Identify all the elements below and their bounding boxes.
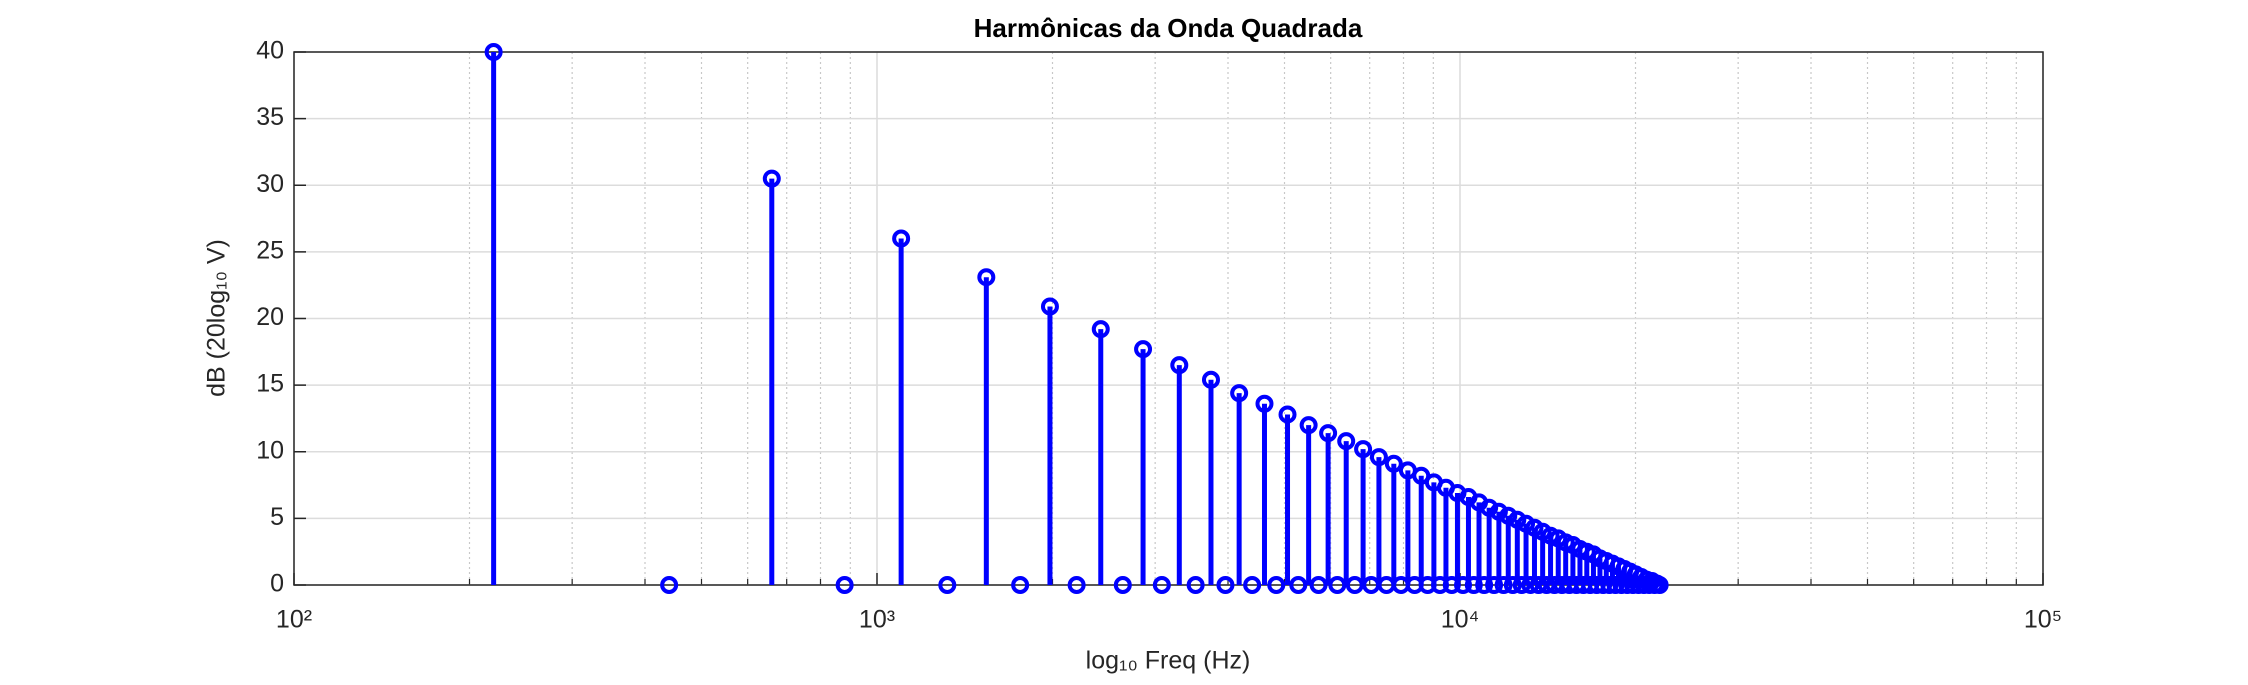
stem-marker (1480, 498, 1499, 517)
y-axis-label: dB (20log₁₀ V) (203, 239, 231, 397)
stem-marker (1489, 502, 1508, 521)
stem-marker (1091, 320, 1110, 339)
stem-marker (1354, 440, 1373, 459)
stem-marker (1319, 424, 1338, 443)
y-tick-label: 30 (256, 170, 284, 198)
stem-marker (660, 576, 679, 594)
stem-marker (977, 268, 996, 287)
stem-marker (1369, 448, 1388, 467)
y-tick-label: 10 (256, 436, 284, 464)
stem-marker (1216, 576, 1235, 594)
y-tick-label: 25 (256, 236, 284, 264)
stem-marker (1134, 340, 1153, 359)
x-tick-label: 10⁴ (1441, 606, 1480, 634)
x-tick-label: 10³ (859, 606, 895, 634)
stem-marker (938, 576, 957, 594)
x-axis-label: log₁₀ Freq (Hz) (1086, 647, 1251, 675)
stem-marker (1267, 576, 1286, 594)
x-tick-label: 10⁵ (2024, 606, 2062, 634)
stem-marker (1384, 454, 1403, 473)
y-tick-label: 15 (256, 370, 284, 398)
stem-marker (1650, 576, 1669, 594)
stem-marker (1508, 510, 1527, 529)
stem-marker (1337, 432, 1356, 451)
stem-marker (1113, 576, 1132, 594)
chart-title: Harmônicas da Onda Quadrada (974, 13, 1363, 43)
stem-marker (835, 576, 854, 594)
stem-marker (1255, 394, 1274, 413)
stem-marker (1289, 576, 1308, 594)
stem-marker (1230, 384, 1249, 403)
stem-marker (1243, 576, 1262, 594)
stem-marker (1201, 370, 1220, 389)
y-tick-label: 20 (256, 303, 284, 331)
stem-marker (1499, 506, 1518, 525)
stem-marker (1067, 576, 1086, 594)
stem-marker (1040, 297, 1059, 316)
stem-marker (1299, 416, 1318, 435)
stem-marker (1278, 405, 1297, 424)
stem-marker (1503, 576, 1522, 594)
stem-marker (484, 43, 503, 61)
stem-marker (1186, 576, 1205, 594)
y-tick-label: 5 (270, 503, 284, 531)
y-tick-label: 35 (256, 103, 284, 131)
y-tick-label: 0 (270, 570, 284, 598)
stem-marker (1512, 576, 1531, 594)
stem-marker (762, 169, 781, 188)
y-tick-label: 40 (256, 37, 284, 65)
stem-marker (1521, 576, 1540, 594)
stem-marker (1170, 356, 1189, 375)
stem-marker (1152, 576, 1171, 594)
x-tick-label: 10² (276, 606, 312, 634)
stem-marker (1011, 576, 1030, 594)
stem-marker (892, 229, 911, 248)
stem-marker (1309, 576, 1328, 594)
